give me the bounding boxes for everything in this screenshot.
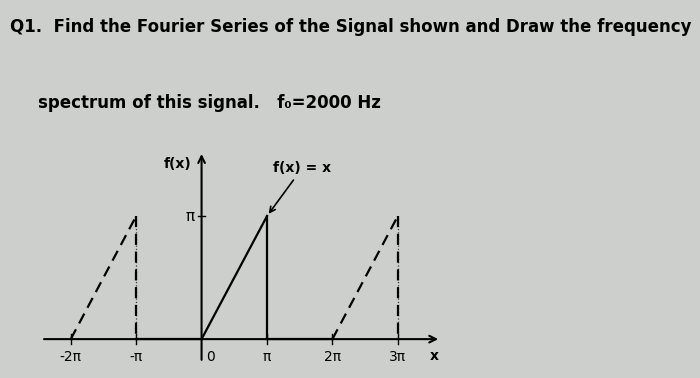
Text: spectrum of this signal.   f₀=2000 Hz: spectrum of this signal. f₀=2000 Hz [38, 94, 382, 112]
Text: Q1.  Find the Fourier Series of the Signal shown and Draw the frequency: Q1. Find the Fourier Series of the Signa… [10, 18, 692, 36]
Text: π: π [262, 350, 271, 364]
Text: f(x) = x: f(x) = x [270, 161, 331, 212]
Text: -2π: -2π [60, 350, 82, 364]
Text: x: x [430, 349, 439, 363]
Text: π: π [186, 209, 195, 224]
Text: 2π: 2π [324, 350, 341, 364]
Text: 0: 0 [206, 350, 214, 364]
Text: 3π: 3π [389, 350, 407, 364]
Text: f(x): f(x) [163, 157, 191, 171]
Text: -π: -π [130, 350, 143, 364]
